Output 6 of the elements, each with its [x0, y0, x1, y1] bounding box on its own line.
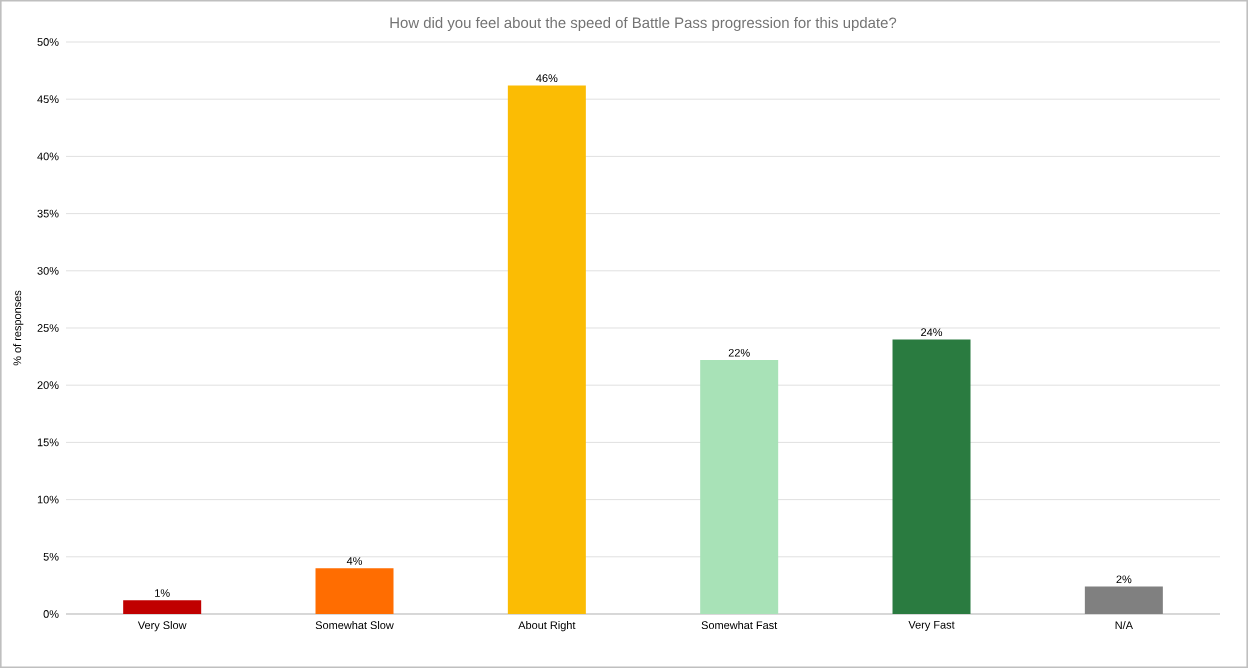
bar [700, 360, 779, 614]
bar [315, 568, 394, 614]
bar [892, 339, 971, 614]
bar [123, 600, 202, 614]
bar [1084, 586, 1163, 614]
bar [507, 85, 586, 614]
